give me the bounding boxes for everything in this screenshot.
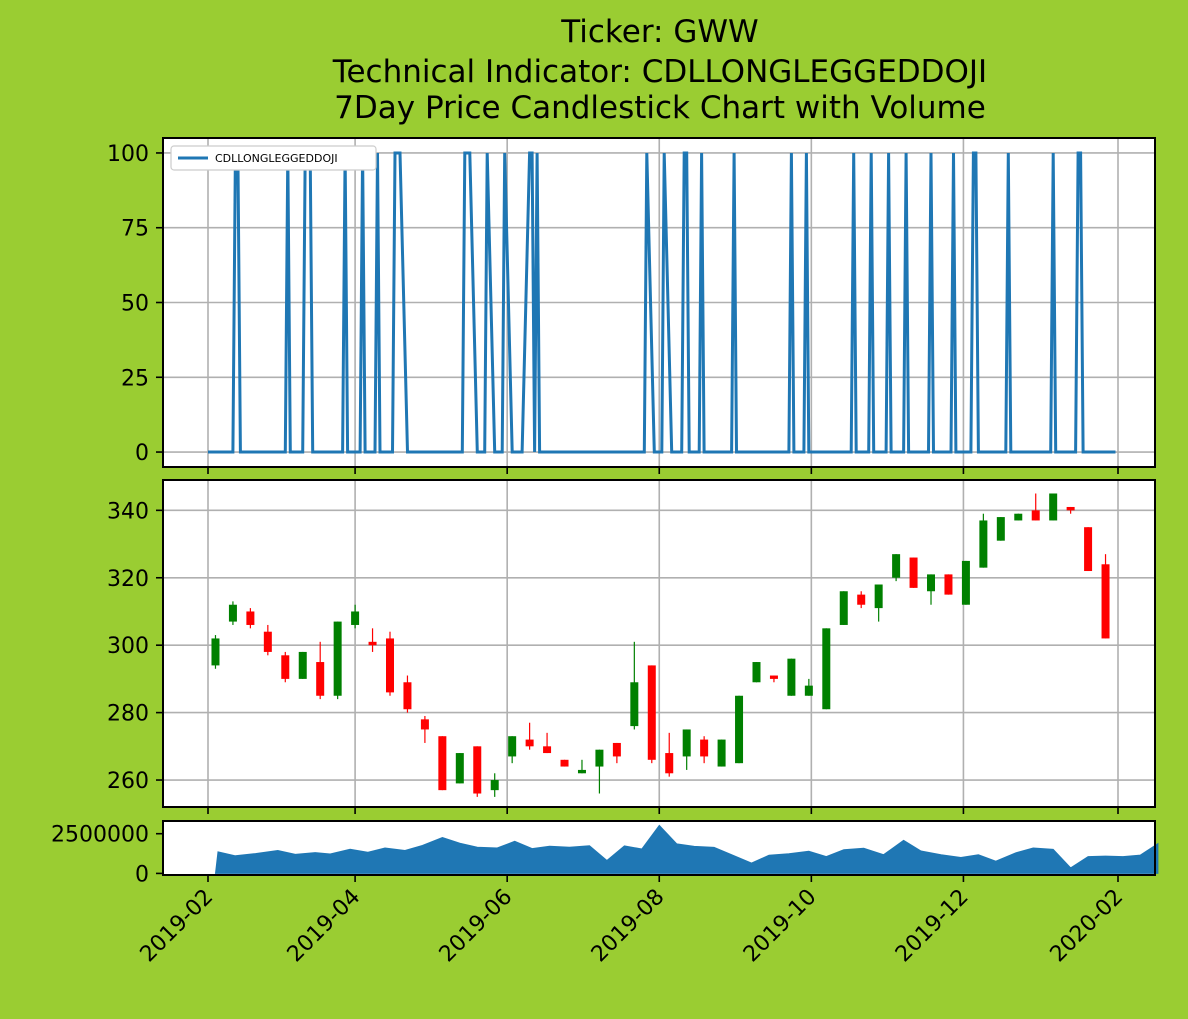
x-tick-label: 2019-06 [435, 885, 518, 968]
candle-body [735, 695, 744, 764]
candle-body [927, 574, 936, 592]
candle-body [351, 611, 360, 625]
candle-body [874, 584, 883, 609]
indicator-ytick-label: 75 [121, 217, 149, 242]
price-ytick-label: 260 [107, 769, 149, 794]
candle-body [560, 759, 569, 767]
indicator-line-series [208, 151, 1116, 454]
candle-body [979, 520, 988, 568]
candle-body [1101, 564, 1110, 639]
candle-body [909, 557, 918, 588]
price-ytick-label: 320 [107, 567, 149, 592]
candle-body [804, 685, 813, 696]
candle-body [612, 742, 621, 757]
candle-body [386, 638, 394, 693]
candle-body [1014, 513, 1023, 521]
candle-body [1084, 527, 1093, 572]
candle-body [246, 611, 255, 625]
candle-body [508, 736, 517, 757]
volume-ytick-label: 2500000 [51, 823, 149, 848]
candle-body [368, 641, 377, 646]
candle-body [473, 746, 482, 794]
candle-body [857, 594, 866, 605]
candle-body [595, 749, 604, 767]
x-tick-label: 2019-08 [587, 885, 670, 968]
candle-body [892, 554, 901, 578]
candle-body [316, 662, 325, 696]
candle-body [490, 780, 499, 791]
candle-body [403, 682, 412, 710]
volume-ytick-label: 0 [135, 862, 149, 887]
candle-body [1031, 510, 1040, 521]
panel-ind-border [162, 137, 1156, 468]
price-ytick-label: 340 [107, 499, 149, 524]
chart-title-line-2: Technical Indicator: CDLLONGLEGGEDDOJI [332, 54, 988, 90]
candle-body [822, 628, 831, 710]
candle-body [543, 746, 552, 754]
candle-body [682, 729, 691, 757]
candle-body [717, 739, 726, 767]
indicator-ytick-label: 50 [121, 292, 149, 317]
x-tick-label: 2019-12 [891, 885, 974, 968]
candle-body [438, 736, 447, 791]
panel-vol-border [162, 820, 1156, 876]
candle-body [281, 655, 290, 679]
indicator-ytick-label: 25 [121, 366, 149, 391]
candle-body [455, 753, 464, 784]
volume-area [214, 824, 1159, 874]
candle-body [752, 662, 761, 683]
x-tick-label: 2019-02 [136, 885, 219, 968]
candle-body [961, 560, 970, 605]
candle-body [298, 651, 307, 679]
candle-body [525, 739, 534, 747]
candle-body [700, 739, 709, 757]
candle-body [630, 682, 639, 727]
candle-body [420, 719, 429, 730]
legend-label: CDLLONGLEGGEDDOJI [215, 152, 338, 165]
candle-body [1049, 493, 1058, 521]
legend-box [170, 145, 377, 171]
candle-body [211, 638, 220, 666]
candle-body [577, 769, 586, 774]
price-ytick-label: 300 [107, 634, 149, 659]
candle-body [769, 675, 778, 679]
indicator-ytick-label: 100 [107, 142, 149, 167]
x-tick-label: 2019-04 [283, 885, 366, 968]
candle-body [839, 591, 848, 625]
candle-body [944, 574, 953, 595]
candle-body [996, 517, 1005, 541]
candle-body [787, 658, 796, 696]
candle-body [228, 604, 237, 622]
panel-price-border [162, 479, 1156, 808]
candle-body [1066, 506, 1075, 511]
indicator-ytick-label: 0 [135, 441, 149, 466]
chart-title-line-3: 7Day Price Candlestick Chart with Volume [334, 90, 986, 126]
price-ytick-label: 280 [107, 702, 149, 727]
x-tick-label: 2019-10 [739, 885, 822, 968]
candle-body [263, 631, 272, 652]
chart-title-line-1: Ticker: GWW [561, 14, 759, 50]
candle-body [333, 621, 342, 696]
x-tick-label: 2020-02 [1046, 885, 1129, 968]
candle-body [647, 665, 656, 760]
candle-body [665, 753, 674, 774]
